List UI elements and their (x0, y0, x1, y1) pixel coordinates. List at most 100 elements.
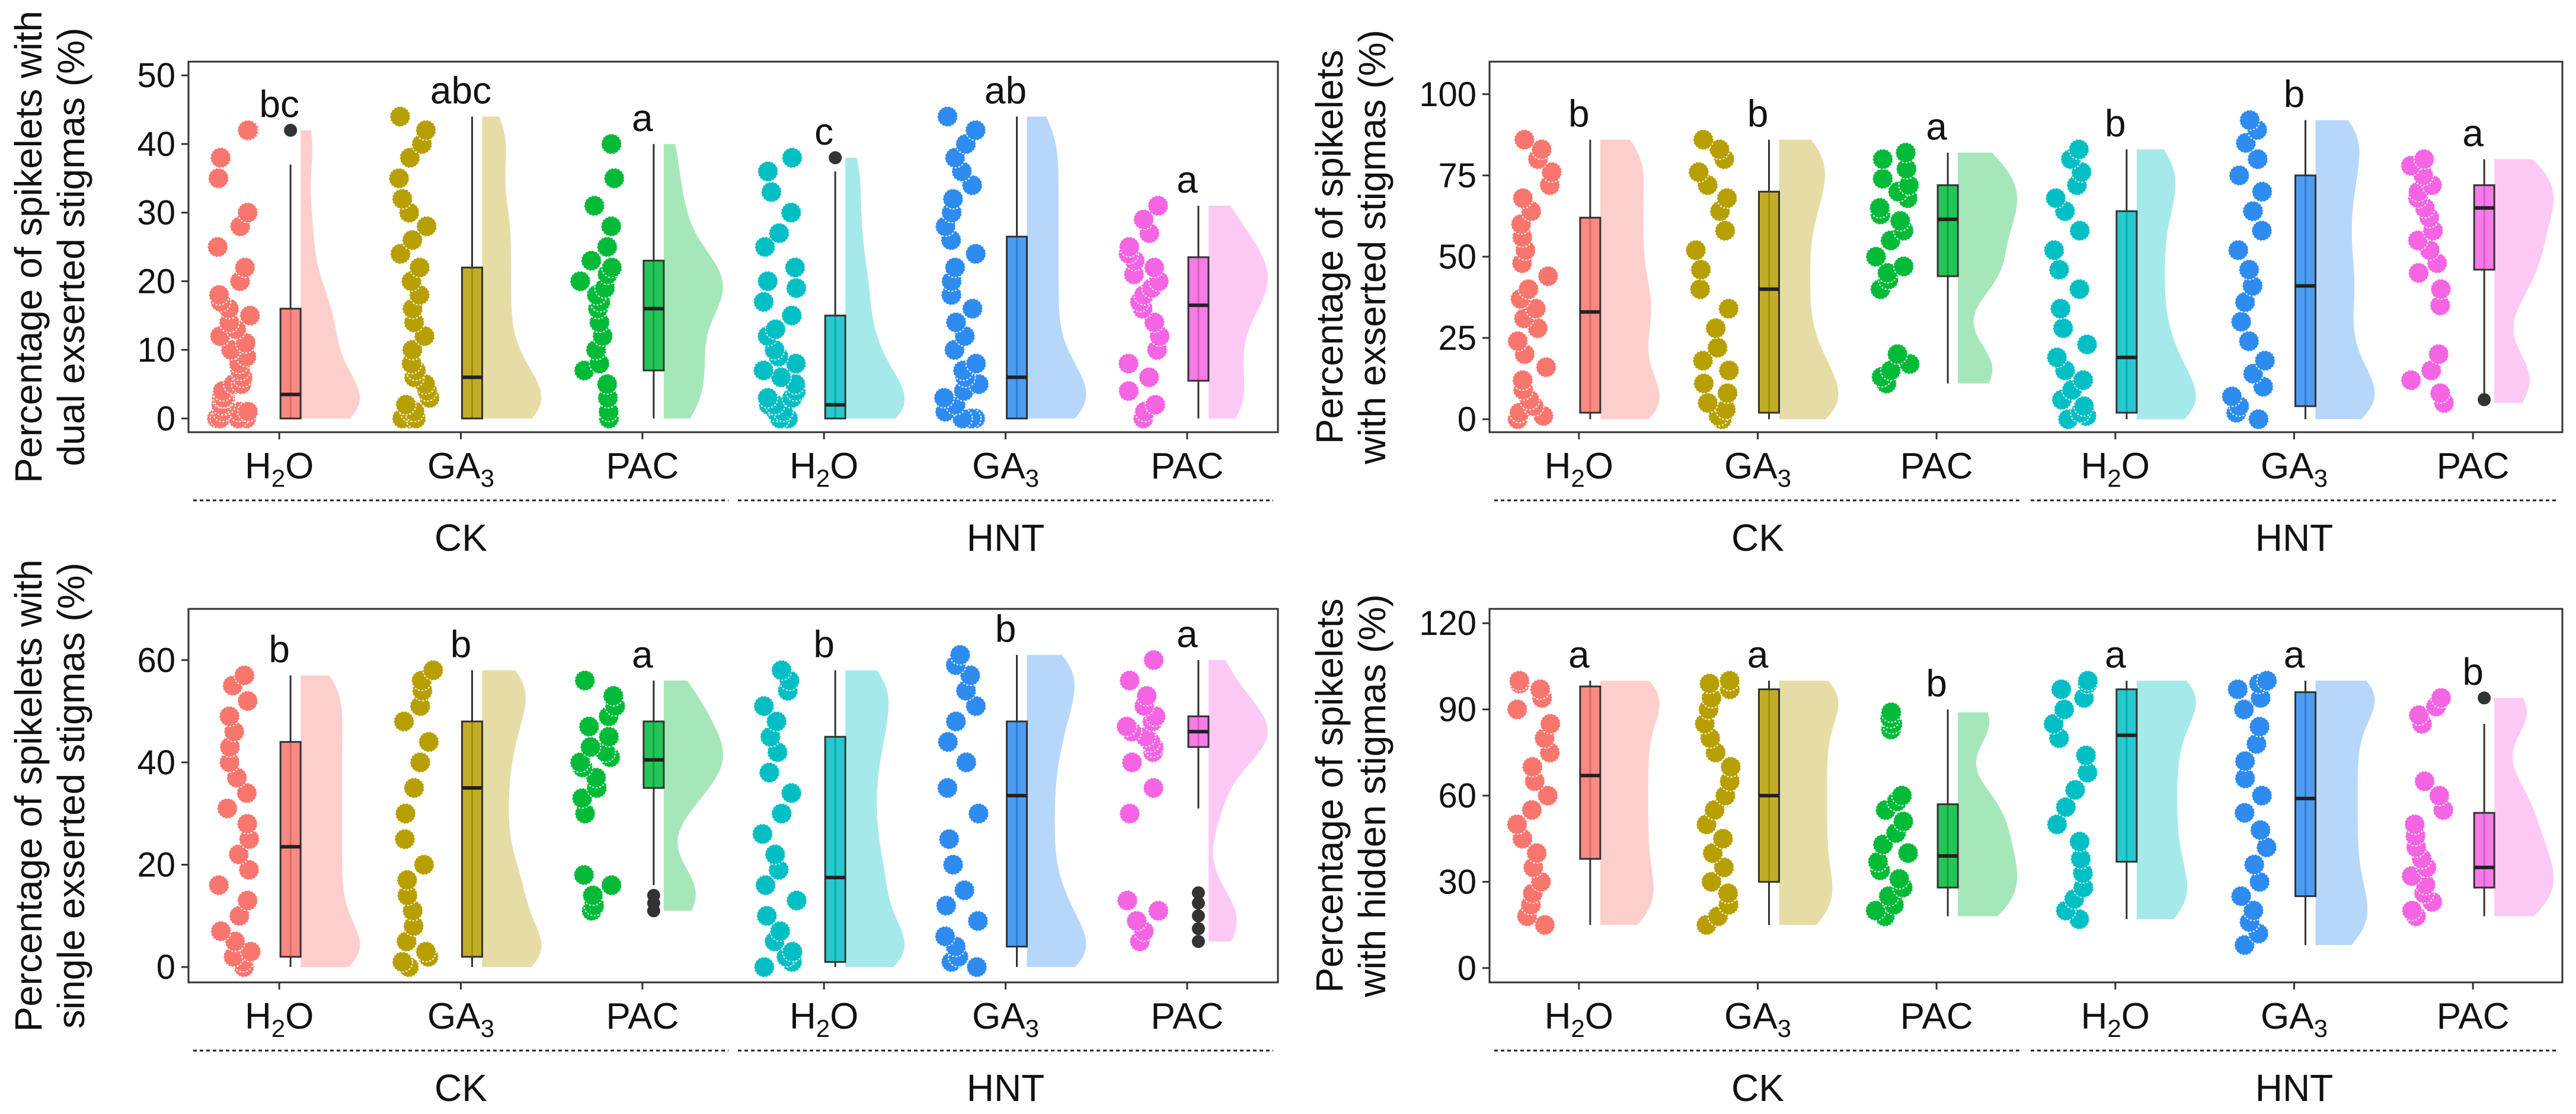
data-point (1537, 265, 1559, 287)
data-point (1685, 239, 1707, 261)
data-point (2430, 278, 2452, 300)
violin-half (1958, 712, 2018, 917)
significance-letter: b (2105, 102, 2126, 145)
y-tick-label: 75 (1438, 157, 1476, 195)
data-point (210, 920, 232, 942)
data-point (600, 874, 622, 896)
data-point (1143, 257, 1165, 279)
data-point (760, 181, 782, 203)
data-point (574, 669, 596, 691)
data-point (1529, 678, 1551, 700)
x-tick-label: PAC (606, 996, 679, 1037)
outlier-point (1191, 886, 1205, 899)
data-point (1693, 372, 1715, 394)
data-point (399, 147, 421, 169)
y-axis-label: Percentage of spikelets withsingle exser… (7, 560, 92, 1032)
y-tick-label: 60 (137, 641, 175, 679)
plot-frame (187, 608, 1279, 984)
data-point (571, 787, 593, 809)
data-point (1136, 685, 1158, 707)
significance-letter: b (2284, 73, 2305, 116)
data-point (414, 325, 436, 347)
data-point (934, 925, 956, 947)
data-point (388, 167, 410, 189)
data-point (2050, 298, 2072, 320)
data-point (2242, 200, 2264, 222)
category-ga3: b (1685, 92, 1839, 430)
data-point (933, 387, 955, 409)
data-point (2052, 317, 2074, 339)
data-point (1880, 701, 1902, 723)
data-point (236, 690, 258, 712)
data-point (418, 731, 440, 753)
significance-letter: a (2462, 111, 2484, 154)
data-point (2048, 258, 2070, 280)
data-point (1893, 256, 1915, 277)
category-ga3: b (391, 623, 542, 978)
category-pac: a (1865, 106, 2018, 394)
data-point (2069, 831, 2091, 853)
x-tick-label: PAC (1900, 996, 1973, 1037)
y-axis-label: Percentage of spikeletswith hidden stigm… (1308, 594, 1394, 997)
data-point (2408, 704, 2430, 726)
violin-half (1958, 152, 2018, 384)
data-point (2043, 239, 2065, 261)
data-point (786, 889, 808, 911)
data-point (1530, 139, 1552, 161)
data-point (1699, 673, 1721, 694)
violin-half (1600, 681, 1660, 925)
iqr-box (1187, 256, 1210, 382)
violin-half (845, 670, 905, 968)
data-point (2075, 745, 2097, 767)
data-point (228, 844, 250, 866)
data-point (569, 270, 591, 292)
data-point (394, 828, 416, 850)
violin-half (301, 130, 360, 419)
data-point (1872, 168, 1894, 190)
y-tick-label: 30 (137, 194, 175, 232)
category-h2o: bc (206, 83, 360, 429)
data-point (1541, 161, 1562, 183)
data-point (2046, 346, 2068, 368)
x-tick-label: H2O (2081, 446, 2150, 492)
data-point (238, 859, 260, 881)
data-point (942, 854, 964, 876)
data-point (1692, 350, 1714, 372)
data-point (415, 119, 437, 141)
data-point (757, 270, 779, 292)
data-point (753, 956, 775, 978)
x-tick-label: PAC (2437, 996, 2510, 1037)
iqr-box (643, 260, 665, 372)
outlier-point (829, 151, 842, 165)
data-point (2073, 395, 2095, 417)
significance-letter: a (1926, 106, 1947, 148)
x-tick-label: PAC (1150, 996, 1223, 1037)
significance-letter: ab (985, 69, 1027, 112)
significance-letter: c (814, 110, 833, 153)
data-point (1872, 148, 1894, 170)
data-point (2233, 934, 2255, 956)
data-point (578, 716, 600, 738)
data-point (1872, 834, 1894, 856)
data-point (2045, 187, 2067, 209)
violin-half (2315, 120, 2375, 420)
violin-half (482, 116, 542, 419)
iqr-box (2294, 691, 2316, 898)
data-point (239, 941, 261, 963)
data-point (210, 147, 232, 169)
y-tick-label: 30 (1438, 863, 1476, 901)
data-point (1891, 785, 1913, 806)
significance-letter: a (1177, 612, 1198, 655)
data-point (1143, 777, 1165, 799)
data-point (413, 854, 435, 876)
data-point (403, 777, 425, 799)
plot-frame (1488, 60, 2564, 433)
category-h2o: a (1506, 633, 1660, 936)
data-point (2408, 262, 2430, 284)
x-tick-label: GA3 (972, 996, 1039, 1042)
data-point (1126, 910, 1148, 932)
data-point (756, 905, 778, 927)
iqr-box (1579, 685, 1602, 860)
category-pac: b (1865, 662, 2018, 927)
data-point (1506, 698, 1528, 720)
